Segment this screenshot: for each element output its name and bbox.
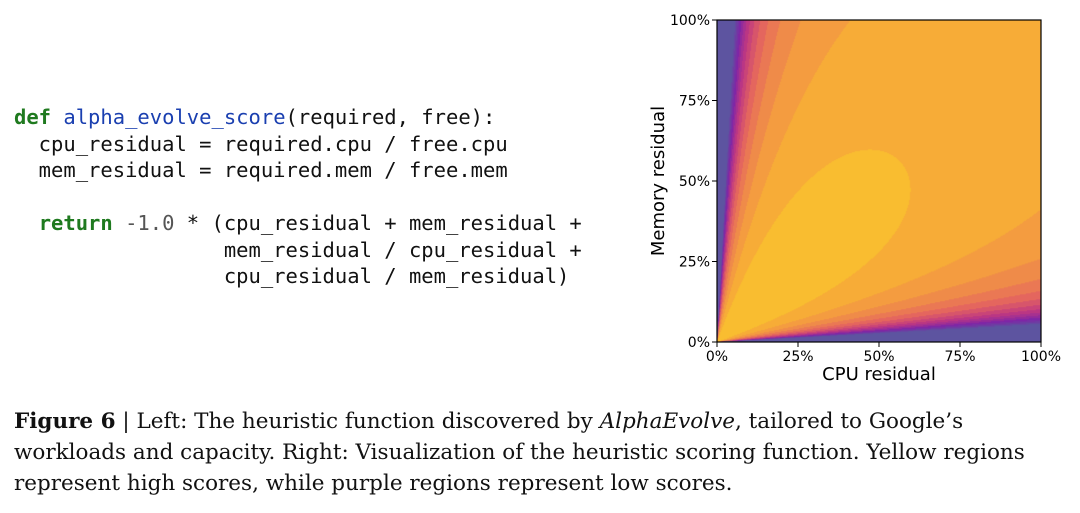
code-line-continuation-2: cpu_residual / mem_residual)	[14, 264, 570, 288]
x-tick-label: 75%	[944, 349, 975, 365]
code-indent	[14, 211, 39, 235]
y-tick-label: 0%	[688, 335, 710, 351]
x-tick-label: 100%	[1021, 349, 1061, 365]
code-constant: -1.0	[125, 211, 175, 235]
y-tick-label: 25%	[679, 255, 710, 271]
code-line-cpu-residual: cpu_residual = required.cpu / free.cpu	[14, 131, 508, 156]
x-tick-label: 0%	[706, 349, 728, 365]
figure-label: Figure 6	[14, 409, 116, 434]
function-name: alpha_evolve_score	[63, 105, 286, 129]
caption-system-name: AlphaEvolve	[599, 409, 735, 434]
code-line-continuation-1: mem_residual / cpu_residual +	[14, 237, 582, 262]
x-tick-label: 50%	[863, 349, 894, 365]
code-listing: def alpha_evolve_score(required, free): …	[14, 104, 582, 290]
y-tick-label: 50%	[679, 174, 710, 190]
x-axis: 0% 25% 50% 75% 100%	[706, 342, 1061, 365]
y-axis: 0% 25% 50% 75% 100%	[670, 13, 717, 351]
keyword-return: return	[38, 211, 113, 235]
caption-separator: | Left: The heuristic function discovere…	[115, 409, 600, 434]
figure-caption: Figure 6 | Left: The heuristic function …	[14, 406, 1066, 499]
heatmap-surface	[717, 20, 1041, 342]
x-tick-label: 25%	[782, 349, 813, 365]
y-axis-label: Memory residual	[648, 106, 669, 256]
caption-body: , tailored to Google’s workloads and cap…	[14, 409, 1025, 496]
y-tick-label: 100%	[670, 13, 710, 29]
function-signature: (required, free):	[285, 105, 496, 129]
keyword-def: def	[14, 105, 52, 129]
x-axis-label: CPU residual	[822, 364, 936, 385]
y-tick-label: 75%	[679, 94, 710, 110]
heatmap-chart: 0% 25% 50% 75% 100% 0% 25% 50% 75% 100% CPU resi…	[648, 13, 1061, 385]
code-return-expression: * (cpu_residual + mem_residual +	[174, 211, 582, 235]
plot-area	[717, 20, 1041, 342]
code-line-mem-residual: mem_residual = required.mem / free.mem	[14, 158, 508, 182]
